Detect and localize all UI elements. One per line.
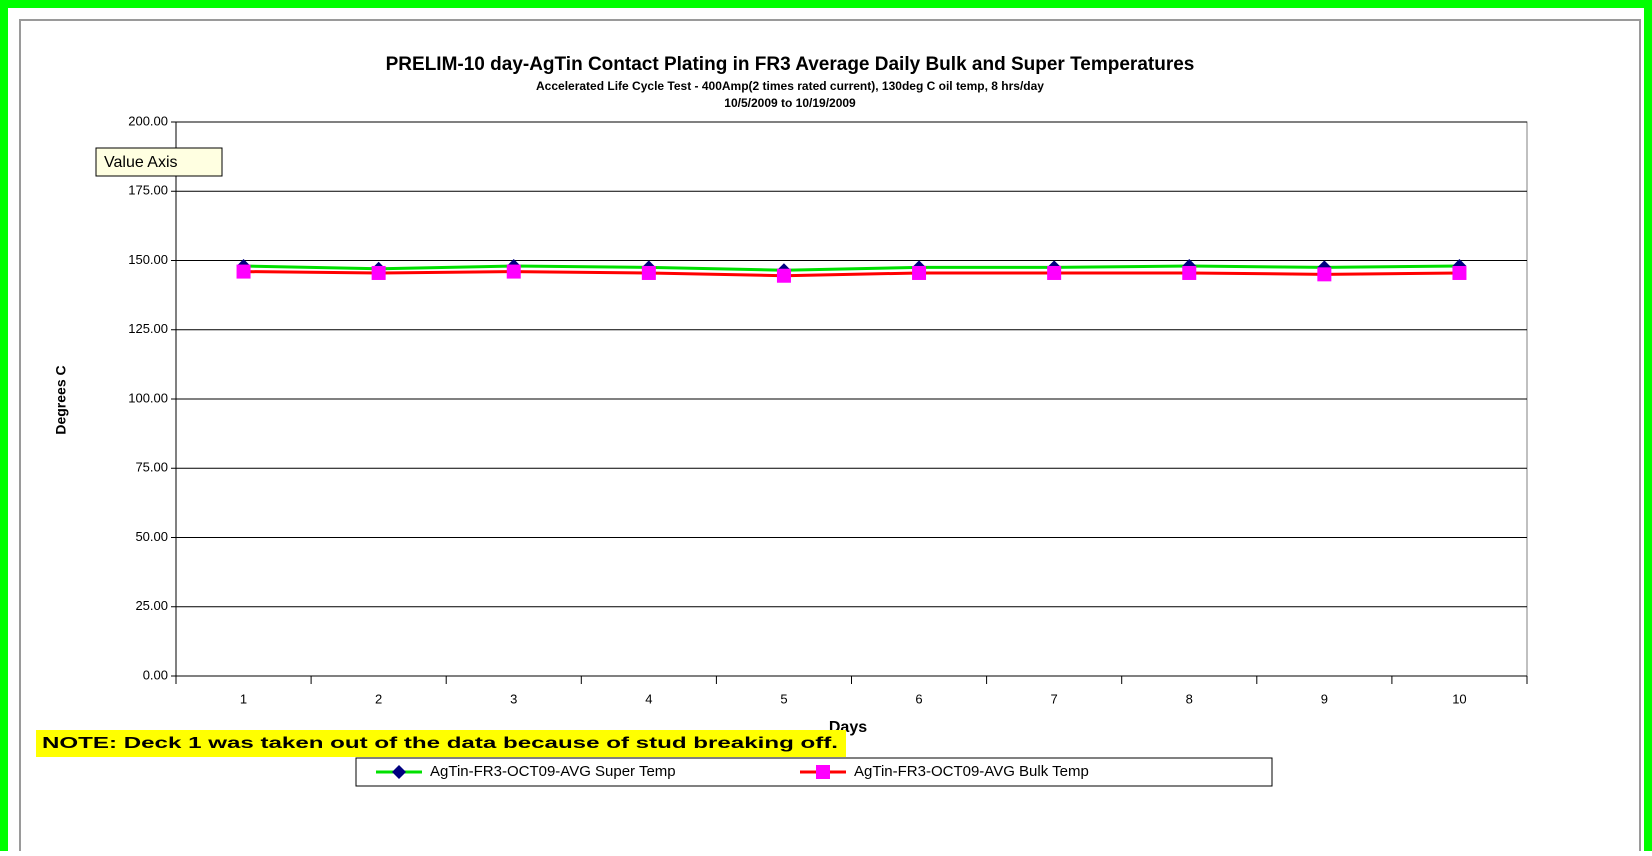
y-tick-label: 75.00 bbox=[135, 460, 168, 475]
x-tick-label: 4 bbox=[645, 691, 652, 706]
y-axis-title: Degrees C bbox=[53, 365, 69, 434]
data-point bbox=[236, 264, 251, 279]
legend-label: AgTin-FR3-OCT09-AVG Super Temp bbox=[430, 763, 676, 780]
y-tick-label: 100.00 bbox=[128, 390, 168, 405]
x-tick-label: 5 bbox=[780, 691, 787, 706]
y-tick-label: 50.00 bbox=[135, 529, 168, 544]
chart-border bbox=[19, 19, 1641, 856]
data-point bbox=[506, 264, 521, 279]
y-tick-label: 175.00 bbox=[128, 183, 168, 198]
data-point bbox=[641, 265, 656, 280]
legend-label: AgTin-FR3-OCT09-AVG Bulk Temp bbox=[854, 763, 1089, 780]
data-point bbox=[371, 265, 386, 280]
x-tick-label: 10 bbox=[1452, 691, 1466, 706]
y-tick-label: 25.00 bbox=[135, 598, 168, 613]
series-line bbox=[243, 270, 1460, 278]
y-tick-label: 200.00 bbox=[128, 113, 168, 128]
y-tick-label: 125.00 bbox=[128, 321, 168, 336]
x-tick-label: 7 bbox=[1051, 691, 1058, 706]
x-tick-label: 2 bbox=[375, 691, 382, 706]
x-tick-label: 8 bbox=[1186, 691, 1193, 706]
y-tick-label: 150.00 bbox=[128, 252, 168, 267]
x-tick-label: 3 bbox=[510, 691, 517, 706]
chart-subtitle: Accelerated Life Cycle Test - 400Amp(2 t… bbox=[536, 79, 1044, 93]
tooltip-box bbox=[95, 147, 223, 177]
data-point bbox=[1317, 267, 1332, 282]
y-tick-label: 0.00 bbox=[143, 667, 168, 682]
tooltip-text: Value Axis bbox=[104, 154, 178, 171]
plot: 0.0025.0050.0075.00100.00125.00150.00175… bbox=[128, 113, 1528, 706]
series-line bbox=[243, 264, 1460, 272]
x-tick-label: 9 bbox=[1321, 691, 1328, 706]
x-tick-label: 1 bbox=[240, 691, 247, 706]
legend-marker bbox=[816, 765, 830, 779]
data-point bbox=[776, 268, 791, 283]
legend-marker bbox=[392, 765, 406, 779]
note-box bbox=[36, 730, 846, 757]
note-text: NOTE: Deck 1 was taken out of the data b… bbox=[42, 735, 838, 752]
chart-date-range: 10/5/2009 to 10/19/2009 bbox=[724, 96, 856, 110]
data-point bbox=[1047, 265, 1062, 280]
x-tick-label: 6 bbox=[915, 691, 922, 706]
chart-title: PRELIM-10 day-AgTin Contact Plating in F… bbox=[386, 54, 1195, 75]
data-point bbox=[912, 265, 927, 280]
data-point bbox=[1182, 265, 1197, 280]
data-point bbox=[1452, 265, 1467, 280]
